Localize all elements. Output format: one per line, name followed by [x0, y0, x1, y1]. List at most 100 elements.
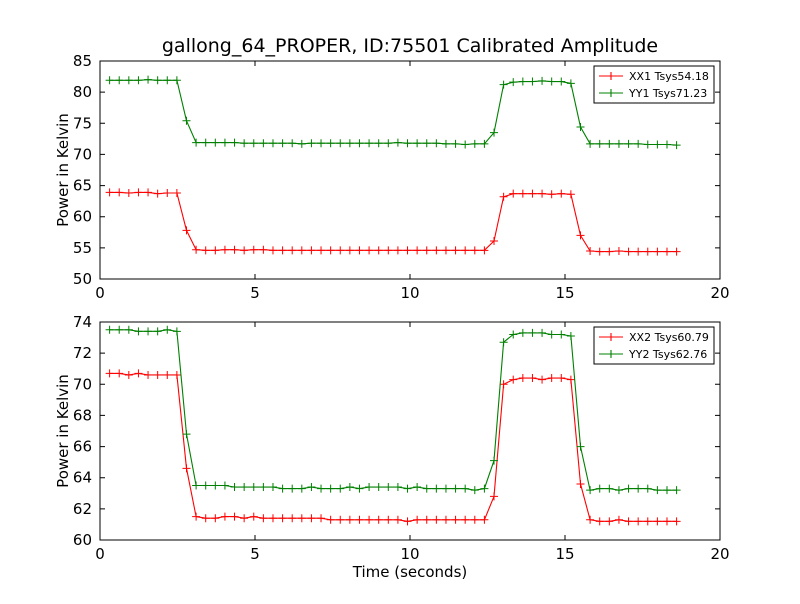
data-point	[192, 512, 201, 521]
data-point	[461, 515, 470, 524]
data-point	[105, 76, 114, 85]
data-point	[288, 246, 297, 255]
data-point	[393, 515, 402, 524]
data-point	[538, 189, 547, 198]
data-point	[317, 246, 326, 255]
data-point	[172, 327, 181, 336]
data-point	[432, 246, 441, 255]
data-point	[586, 139, 595, 148]
data-point	[259, 483, 268, 492]
data-point	[163, 76, 172, 85]
data-point	[441, 484, 450, 493]
y-tick-label: 68	[73, 406, 92, 424]
data-point	[192, 245, 201, 254]
data-point	[490, 456, 499, 465]
data-point	[643, 140, 652, 149]
data-point	[220, 481, 229, 490]
data-point	[643, 484, 652, 493]
data-point	[576, 123, 585, 132]
y-tick-label: 65	[73, 177, 92, 195]
x-tick-label: 15	[555, 545, 574, 563]
data-point	[662, 517, 671, 526]
data-point	[268, 514, 277, 523]
data-point	[336, 484, 345, 493]
data-point	[509, 189, 518, 198]
data-point	[115, 188, 124, 197]
data-point	[144, 370, 153, 379]
data-point	[547, 374, 556, 383]
data-point	[297, 514, 306, 523]
data-point	[201, 514, 210, 523]
data-point	[441, 246, 450, 255]
legend-label-2: YY1 Tsys71.23	[628, 87, 707, 100]
data-point	[182, 116, 191, 125]
y-axis-label: Power in Kelvin	[54, 374, 72, 488]
data-point	[403, 246, 412, 255]
data-point	[105, 369, 114, 378]
data-point	[230, 138, 239, 147]
data-point	[240, 246, 249, 255]
data-point	[595, 139, 604, 148]
data-point	[566, 332, 575, 341]
data-point	[614, 139, 623, 148]
data-point	[307, 246, 316, 255]
data-point	[566, 190, 575, 199]
data-point	[268, 483, 277, 492]
data-point	[192, 138, 201, 147]
data-point	[403, 517, 412, 526]
data-point	[557, 77, 566, 86]
data-point	[307, 139, 316, 148]
data-point	[653, 486, 662, 495]
data-point	[470, 139, 479, 148]
data-point	[614, 246, 623, 255]
data-point	[413, 246, 422, 255]
data-point	[172, 370, 181, 379]
data-point	[672, 486, 681, 495]
data-point	[163, 370, 172, 379]
data-point	[422, 515, 431, 524]
legend-swatch-1	[599, 333, 623, 341]
data-point	[432, 139, 441, 148]
data-point	[355, 139, 364, 148]
data-point	[182, 464, 191, 473]
data-point	[345, 515, 354, 524]
legend-label-2: YY2 Tsys62.76	[628, 348, 707, 361]
data-point	[470, 246, 479, 255]
data-point	[326, 484, 335, 493]
data-point	[374, 515, 383, 524]
data-point	[634, 247, 643, 256]
data-point	[172, 76, 181, 85]
data-point	[451, 246, 460, 255]
data-point	[393, 483, 402, 492]
data-point	[490, 492, 499, 501]
data-point	[384, 515, 393, 524]
data-point	[432, 484, 441, 493]
data-point	[144, 327, 153, 336]
data-point	[268, 139, 277, 148]
y-tick-label: 80	[73, 83, 92, 101]
data-point	[317, 139, 326, 148]
data-point	[422, 139, 431, 148]
x-axis-label: Time (seconds)	[352, 563, 468, 581]
data-point	[336, 515, 345, 524]
legend: XX2 Tsys60.79 YY2 Tsys62.76	[593, 326, 715, 365]
data-point	[624, 517, 633, 526]
data-point	[653, 247, 662, 256]
y-tick-label: 74	[73, 313, 92, 331]
data-point	[509, 78, 518, 87]
data-point	[393, 138, 402, 147]
data-point	[115, 325, 124, 334]
x-tick-label: 20	[710, 284, 729, 302]
data-point	[605, 139, 614, 148]
data-point	[365, 515, 374, 524]
data-point	[182, 430, 191, 439]
data-point	[509, 375, 518, 384]
data-point	[345, 139, 354, 148]
data-point	[182, 226, 191, 235]
data-point	[662, 486, 671, 495]
data-point	[124, 370, 133, 379]
data-point	[547, 77, 556, 86]
data-point	[144, 188, 153, 197]
data-point	[365, 139, 374, 148]
